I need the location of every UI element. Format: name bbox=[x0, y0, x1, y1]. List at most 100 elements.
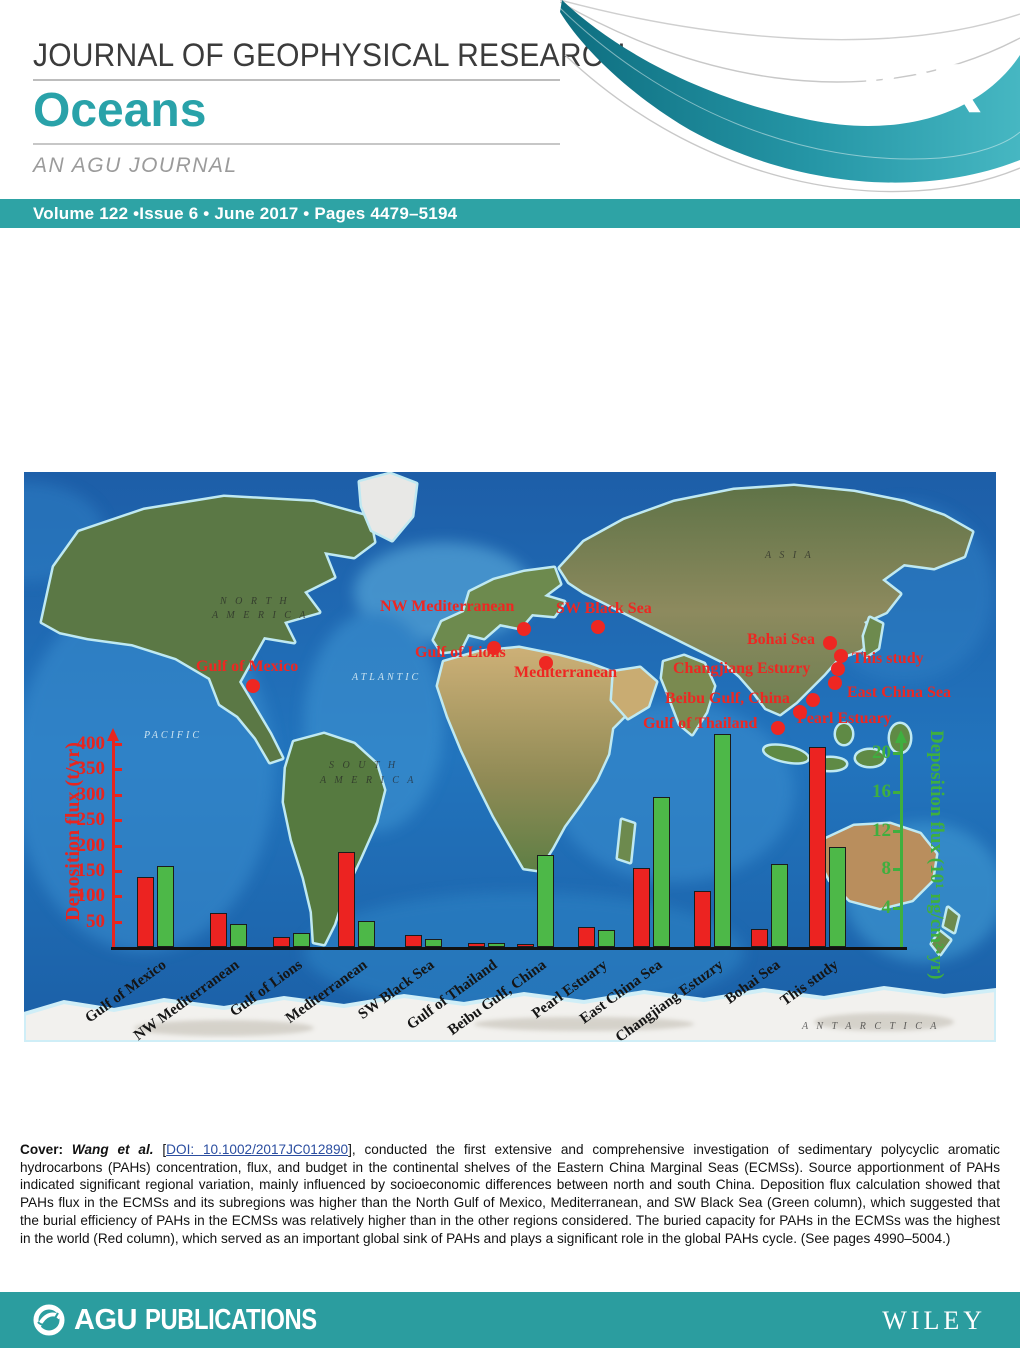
swoosh-hairline-upper bbox=[559, 1, 1020, 83]
bar-green-gulf-of-mexico bbox=[157, 866, 174, 947]
cover-caption: Cover: Wang et al. [DOI: 10.1002/2017JC0… bbox=[20, 1141, 1000, 1247]
left-axis-tick bbox=[112, 895, 122, 899]
map-dot-mediterranean bbox=[539, 656, 553, 670]
title-divider bbox=[33, 79, 560, 81]
left-axis-title: Deposition flux (t/yr) bbox=[62, 742, 84, 921]
deposition-flux-chart: 50 100 150 200 250 300 350 400 4 8 12 16 20 Depositio… bbox=[24, 472, 996, 1046]
map-dot-bohai-sea bbox=[823, 636, 837, 650]
bar-green-nw-mediterranean bbox=[230, 923, 247, 947]
antarctica-shading bbox=[134, 1013, 954, 1036]
agu-swirl-icon bbox=[33, 1304, 65, 1336]
bar-green-pearl-estuary bbox=[598, 929, 615, 947]
bar-green-beibu-gulf-china bbox=[537, 854, 554, 947]
map-label-beibu-gulf-china: Beibu Gulf, China bbox=[665, 690, 790, 707]
issue-line: Volume 122 •Issue 6 • June 2017 • Pages … bbox=[33, 204, 458, 223]
map-label-gulf-of-mexico: Gulf of Mexico bbox=[196, 658, 299, 675]
bar-red-pearl-estuary bbox=[578, 926, 595, 947]
bar-green-this-study bbox=[829, 847, 846, 947]
bar-green-bohai-sea bbox=[771, 863, 788, 947]
x-axis-label-gulf-of-thailand: Gulf of Thailand bbox=[404, 957, 501, 1033]
right-axis-tick-label: 16 bbox=[872, 780, 891, 802]
title-block: JOURNAL OF GEOPHYSICAL RESEARCH Oceans A… bbox=[33, 38, 625, 178]
map-dot-gulf-of-mexico bbox=[246, 679, 260, 693]
right-axis-tick bbox=[893, 752, 903, 755]
jgr-swoosh-graphic: JGR bbox=[559, 0, 1020, 193]
right-axis-line bbox=[900, 742, 903, 947]
left-axis-tick bbox=[112, 793, 122, 797]
europe bbox=[431, 565, 567, 655]
map-region-label-atlantic: ATLANTIC bbox=[352, 672, 422, 683]
map-region-label-a-n-t-a-r-c-t-i-c-a: A N T A R C T I C A bbox=[802, 1021, 940, 1032]
bar-red-beibu-gulf-china bbox=[517, 944, 534, 947]
left-axis-tick-label: 250 bbox=[76, 809, 106, 831]
north-america bbox=[39, 494, 377, 765]
bar-red-sw-black-sea bbox=[405, 934, 422, 947]
map-dot-sw-black-sea bbox=[591, 620, 605, 634]
india bbox=[659, 653, 717, 737]
right-axis-tick bbox=[893, 829, 903, 833]
map-region-label-a-s-i-a: A S I A bbox=[765, 550, 814, 561]
map-label-gulf-of-thailand: Gulf of Thailand bbox=[643, 715, 758, 732]
map-label-mediterranean: Mediterranean bbox=[514, 664, 618, 681]
left-axis-tick-label: 350 bbox=[76, 758, 106, 780]
chart-baseline bbox=[111, 947, 907, 950]
map-dot-nw-mediterranean bbox=[517, 622, 531, 636]
left-axis-tick-label: 150 bbox=[76, 859, 106, 881]
jgr-logo-art: JGR bbox=[559, 0, 1020, 195]
africa bbox=[435, 645, 637, 873]
bar-red-changjiang-estuzry bbox=[694, 891, 711, 947]
map-region-label-s-o-u-t-h: S O U T H bbox=[329, 760, 399, 771]
bar-red-bohai-sea bbox=[751, 928, 768, 947]
doi-link[interactable]: DOI: 10.1002/2017JC012890 bbox=[166, 1142, 349, 1157]
left-axis-tick bbox=[112, 768, 122, 772]
map-dot-beibu-gulf-china bbox=[806, 693, 820, 707]
map-label-this-study: This study bbox=[852, 650, 924, 667]
japan bbox=[861, 615, 885, 659]
doi-bracket-open: [ bbox=[162, 1142, 167, 1157]
south-america bbox=[281, 731, 387, 947]
footer-band: AGU PUBLICATIONS WILEY bbox=[0, 1292, 1020, 1348]
journal-tagline: AN AGU JOURNAL bbox=[33, 154, 238, 177]
map-label-east-china-sea: East China Sea bbox=[847, 684, 952, 701]
masthead: JOURNAL OF GEOPHYSICAL RESEARCH Oceans A… bbox=[0, 0, 1020, 199]
jgr-swoosh bbox=[560, 0, 1020, 183]
issue-band: Volume 122 •Issue 6 • June 2017 • Pages … bbox=[0, 199, 1020, 228]
map-label-sw-black-sea: SW Black Sea bbox=[556, 600, 652, 617]
bar-red-mediterranean bbox=[338, 852, 355, 947]
publications-wordmark: PUBLICATIONS bbox=[144, 1303, 317, 1336]
cover-authors: Wang et al. bbox=[71, 1142, 154, 1157]
bar-green-sw-black-sea bbox=[425, 939, 442, 947]
right-axis-tick-label: 12 bbox=[872, 819, 891, 841]
bar-red-gulf-of-thailand bbox=[468, 942, 485, 947]
bar-green-east-china-sea bbox=[653, 796, 670, 947]
bar-green-gulf-of-thailand bbox=[488, 943, 505, 947]
bar-red-gulf-of-mexico bbox=[137, 876, 154, 947]
map-dot-pearl-estuary bbox=[793, 705, 807, 719]
left-axis-tick bbox=[112, 819, 122, 823]
doi-bracket-close: ], bbox=[348, 1142, 356, 1157]
arabia bbox=[609, 665, 659, 721]
bar-red-nw-mediterranean bbox=[210, 912, 227, 947]
greenland bbox=[357, 472, 419, 543]
map-label-gulf-of-lions: Gulf of Lions bbox=[415, 644, 506, 661]
left-axis-tick bbox=[112, 869, 122, 873]
bar-red-gulf-of-lions bbox=[273, 936, 290, 947]
right-axis-tick-label: 20 bbox=[872, 742, 891, 763]
agu-wordmark: AGU bbox=[74, 1303, 137, 1336]
swoosh-hairline-top bbox=[559, 0, 1020, 41]
right-axis-tick-label: 4 bbox=[881, 897, 892, 919]
bar-red-east-china-sea bbox=[633, 868, 650, 947]
cover-label: Cover: bbox=[20, 1142, 64, 1157]
wiley-wordmark: WILEY bbox=[882, 1306, 986, 1335]
map-label-bohai-sea: Bohai Sea bbox=[747, 631, 816, 648]
subtitle-divider bbox=[33, 143, 560, 145]
right-axis-tick bbox=[893, 790, 903, 794]
map-region-label-n-o-r-t-h: N O R T H bbox=[220, 596, 290, 607]
left-axis-tick-label: 400 bbox=[76, 733, 106, 754]
map-region-label-pacific: PACIFIC bbox=[144, 730, 203, 741]
left-axis-tick bbox=[112, 844, 122, 848]
jgr-logo-text: JGR bbox=[842, 49, 981, 127]
left-axis-tick-label: 200 bbox=[76, 834, 106, 856]
map-dot-gulf-of-thailand bbox=[771, 721, 785, 735]
